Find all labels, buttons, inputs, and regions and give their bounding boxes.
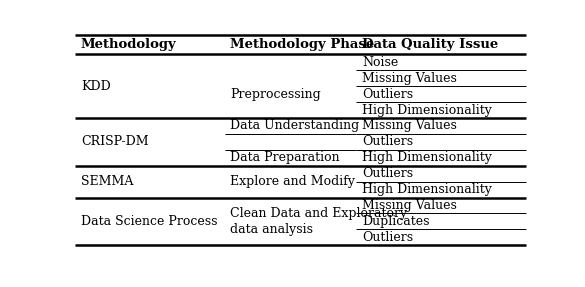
Text: Missing Values: Missing Values xyxy=(362,72,457,85)
Text: Data Science Process: Data Science Process xyxy=(81,215,218,228)
Text: High Dimensionality: High Dimensionality xyxy=(362,151,492,164)
Text: Methodology Phase: Methodology Phase xyxy=(230,38,375,51)
Text: Preprocessing: Preprocessing xyxy=(230,88,321,101)
Text: Data Quality Issue: Data Quality Issue xyxy=(362,38,498,51)
Text: High Dimensionality: High Dimensionality xyxy=(362,183,492,196)
Text: Explore and Modify: Explore and Modify xyxy=(230,175,356,188)
Text: Data Preparation: Data Preparation xyxy=(230,151,340,164)
Text: KDD: KDD xyxy=(81,80,111,93)
Text: Outliers: Outliers xyxy=(362,231,413,244)
Text: High Dimensionality: High Dimensionality xyxy=(362,104,492,117)
Text: Duplicates: Duplicates xyxy=(362,215,429,228)
Text: Outliers: Outliers xyxy=(362,135,413,148)
Text: Methodology: Methodology xyxy=(81,38,177,51)
Text: Outliers: Outliers xyxy=(362,167,413,180)
Text: SEMMA: SEMMA xyxy=(81,175,133,188)
Text: CRISP-DM: CRISP-DM xyxy=(81,135,149,148)
Text: Noise: Noise xyxy=(362,56,398,69)
Text: Missing Values: Missing Values xyxy=(362,119,457,132)
Text: Missing Values: Missing Values xyxy=(362,199,457,212)
Text: Data Understanding: Data Understanding xyxy=(230,119,360,132)
Text: Outliers: Outliers xyxy=(362,88,413,101)
Text: Clean Data and Exploratory
data analysis: Clean Data and Exploratory data analysis xyxy=(230,207,408,236)
